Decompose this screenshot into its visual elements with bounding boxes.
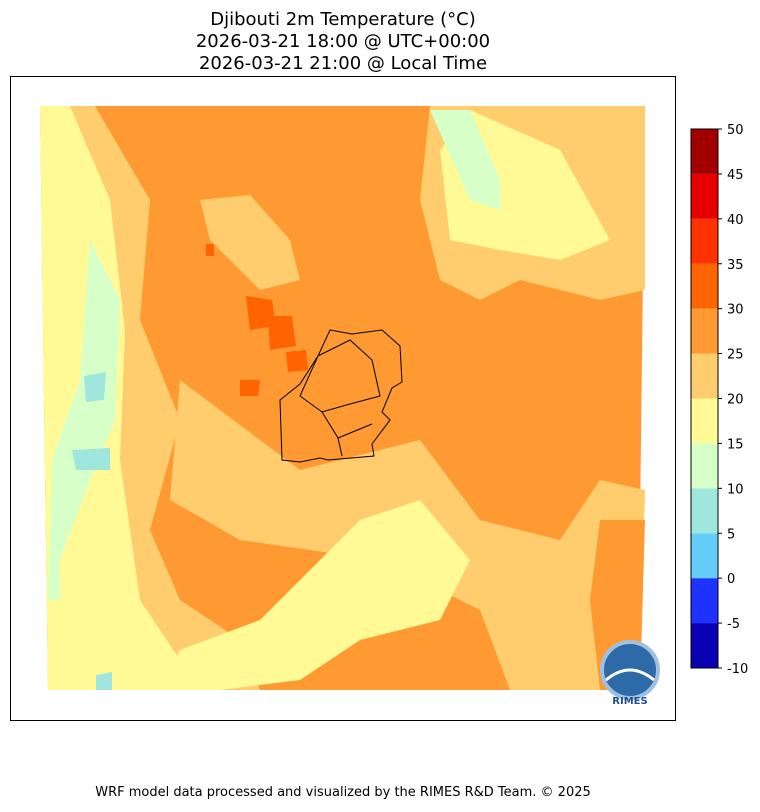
colorbar-tick-label: 25 [727,348,744,363]
colorbar-tick-label: -10 [727,662,748,677]
colorbar-tick-label: -5 [727,617,740,632]
colorbar-tick-label: 45 [727,168,744,183]
title-line: 2026-03-21 21:00 @ Local Time [199,53,487,74]
colorbar-segment [691,218,718,264]
colorbar-segment [691,488,718,534]
colorbar-segment [691,578,718,624]
colorbar-tick-label: 15 [727,437,744,452]
colorbar-segment [691,353,718,399]
title-line: Djibouti 2m Temperature (°C) [210,9,476,30]
colorbar-segment [691,623,718,668]
colorbar-segment [691,173,718,219]
colorbar-tick-label: 35 [727,258,744,273]
colorbar-tick-label: 0 [727,572,735,587]
colorbar-tick-label: 20 [727,393,744,408]
colorbar-tick-label: 5 [727,527,735,542]
temperature-field [40,106,645,690]
footer: WRF model data processed and visualized … [95,785,591,800]
colorbar-tick-label: 40 [727,213,744,228]
colorbar-segment [691,129,718,174]
colorbar-tick-label: 10 [727,482,744,497]
colorbar-tick-label: 50 [727,123,744,138]
logo: RIMES [600,640,660,707]
colorbar-segment [691,443,718,489]
colorbar-segment [691,263,718,309]
colorbar-tick-label: 30 [727,303,744,318]
colorbar: -10 -5 0 5 10 15 20 25 30 35 40 45 50 [690,123,748,677]
logo-text: RIMES [612,696,647,707]
title-line: 2026-03-21 18:00 @ UTC+00:00 [196,31,490,52]
colorbar-segment [691,533,718,579]
colorbar-segment [691,308,718,354]
colorbar-segment [691,398,718,444]
